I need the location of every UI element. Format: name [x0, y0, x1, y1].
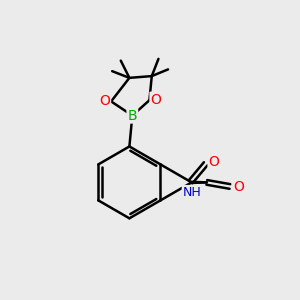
Text: O: O: [233, 180, 244, 194]
Text: O: O: [208, 155, 219, 169]
Text: O: O: [151, 93, 161, 106]
Text: B: B: [128, 109, 137, 122]
Text: NH: NH: [183, 186, 201, 199]
Text: O: O: [99, 94, 110, 108]
